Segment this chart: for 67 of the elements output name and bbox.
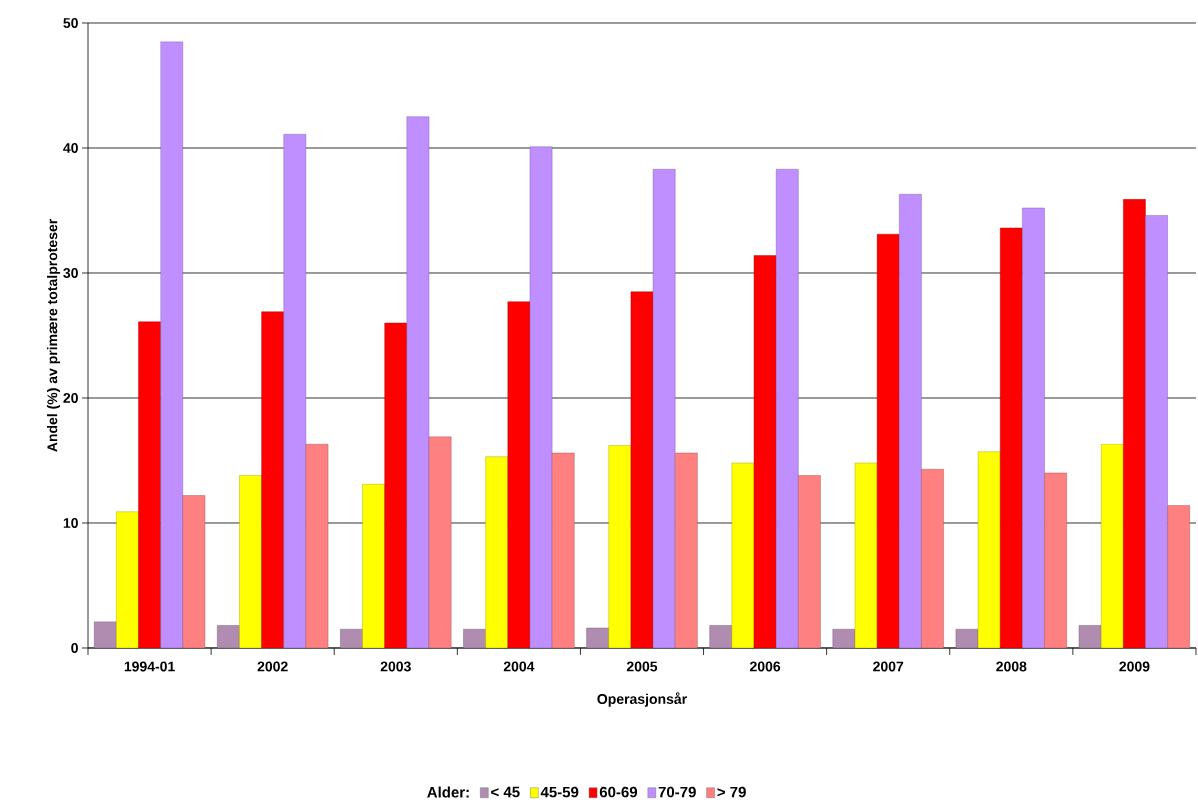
legend-label: > 79 [717,786,746,798]
bar [551,452,575,648]
y-axis-title: Andel (%) av primære totalproteser [46,219,61,452]
bar [955,629,979,648]
bar [261,311,284,648]
bar [586,627,609,648]
bar [1000,227,1023,648]
bar [463,629,486,648]
y-tick-label: 20 [63,393,78,403]
bar [854,462,878,648]
bar [921,469,944,648]
bar [876,234,900,648]
bar [217,625,240,648]
x-tick-label: 2009 [1119,661,1150,672]
y-tick-label: 10 [63,518,78,528]
bar [753,255,777,648]
x-tick-label: 2005 [626,661,658,672]
bar [832,629,856,648]
bar [1100,444,1124,648]
legend-label: < 45 [491,786,520,798]
bar [428,436,452,648]
bar [384,322,408,648]
bar [340,629,363,648]
bar [406,116,430,648]
bar [182,495,206,648]
bar [675,452,698,648]
y-tick-label: 30 [63,268,78,278]
bar [899,194,922,648]
x-tick-label: 2006 [750,661,781,672]
legend-label: 45-59 [540,786,579,798]
bar [283,134,307,648]
bar [731,462,755,648]
x-tick-label: 2002 [257,661,288,672]
legend-label: 70-79 [658,786,696,798]
bar [116,511,139,648]
bar [709,625,733,648]
bar [775,169,799,648]
bar [1078,625,1102,648]
x-tick-label: 2003 [380,661,411,672]
y-tick-label: 40 [63,143,78,153]
bar [1123,199,1146,648]
legend-label: 60-69 [599,786,638,798]
bar [977,451,1001,648]
bar [507,301,531,648]
bar [529,146,553,648]
bar [798,475,821,648]
bar [485,456,509,648]
legend-title: Alder: [427,786,469,798]
bar [239,475,262,648]
bar [652,169,676,648]
bar [138,321,161,648]
bar [1044,472,1067,648]
bar [608,445,632,648]
bar [362,484,385,648]
x-tick-label: 1994-01 [124,661,175,672]
bar [93,621,117,648]
y-tick-label: 50 [63,18,78,28]
bar [1022,207,1045,648]
bar [160,41,183,648]
x-axis-title: Operasjonsår [597,692,687,707]
y-tick-label: 0 [71,643,78,653]
bar [630,291,654,648]
x-tick-label: 2008 [996,661,1027,672]
bar [1145,215,1168,648]
x-tick-label: 2007 [873,661,904,672]
x-tick-label: 2004 [503,661,535,672]
bar [1167,505,1191,648]
